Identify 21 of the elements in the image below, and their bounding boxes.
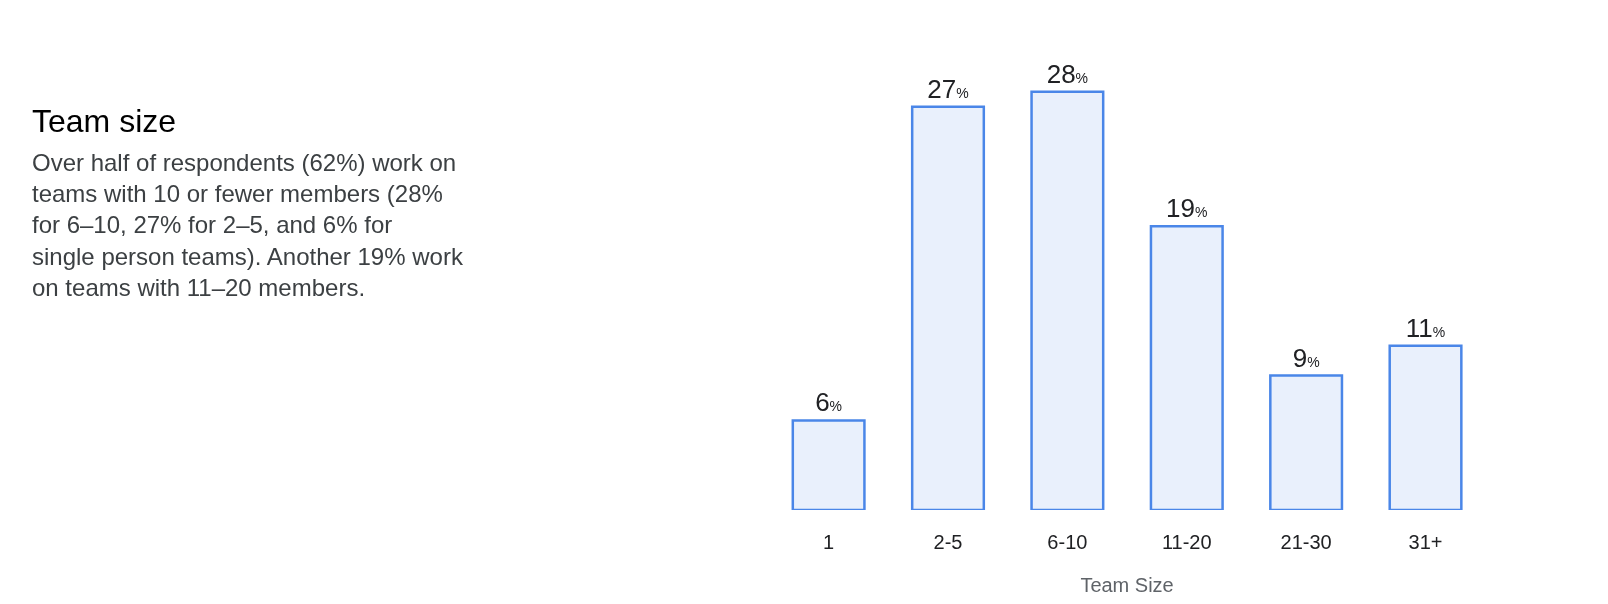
bar [910,105,986,510]
x-tick-label: 21-30 [1280,531,1332,553]
bar [1030,90,1105,510]
data-label: 28% [1046,58,1089,89]
text: Over half of respondents (62%) work on teams with 10 or fewer members (28% for 6–10, 27% for 2–5, and 6% for single person teams). Another 19% work on teams with 11–20 members. [32,149,464,301]
bar [791,419,866,510]
data-label: 11% [1405,312,1446,343]
data-label: 6% [815,387,843,418]
x-tick-label: 31+ [1408,531,1443,553]
x-tick-label: 1 [823,531,835,553]
x-tick-label: 2-5 [933,531,963,553]
text: Team size [32,103,177,139]
bar [1269,374,1344,510]
bar [1388,344,1463,510]
data-label: 9% [1292,342,1320,373]
data-label: 19% [1166,193,1208,224]
data-label: 27% [927,73,969,104]
x-tick-label: 6-10 [1047,531,1088,553]
x-axis-title: Team Size [1080,573,1174,596]
x-tick-label: 11-20 [1161,531,1212,553]
bar [1149,224,1224,510]
